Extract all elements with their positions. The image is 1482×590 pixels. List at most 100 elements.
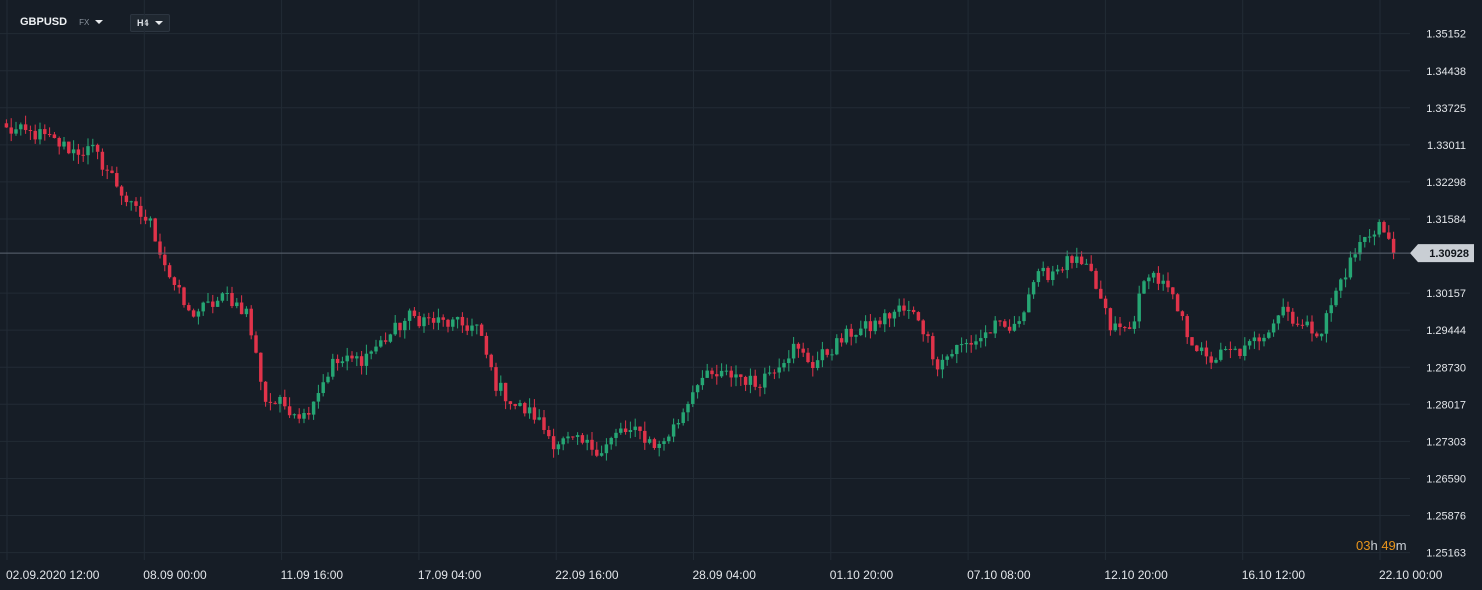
time-tick-label: 08.09 00:00 [143,568,207,582]
candle-body [791,343,796,359]
candle [124,191,129,207]
candle [43,124,47,141]
candle [1271,319,1276,337]
candle [355,352,359,367]
candle [148,216,153,228]
candle [513,403,517,410]
candle [859,320,863,337]
candle-body [892,311,897,319]
candle-body [1300,324,1305,326]
candle [571,436,575,440]
candle-body [619,428,623,433]
candle-body [743,376,748,385]
candle [1387,225,1391,240]
candle-body [1161,280,1165,284]
candle-body [1175,294,1180,312]
candle-body [52,134,57,139]
candle [71,140,76,161]
candle-body [561,438,565,445]
candle-body [1319,333,1324,337]
time-tick-label: 22.09 16:00 [555,568,619,582]
candle-body [143,216,148,221]
candle-body [585,439,589,443]
price-axis[interactable]: 1.35152 1.34438 1.33725 1.33011 1.32298 1.315… [1426,29,1466,560]
candle [825,348,829,358]
candle [215,296,220,308]
candle-body [777,367,781,373]
candle [1295,316,1300,327]
candle [1012,315,1017,332]
candle [1175,293,1180,312]
price-tick-label: 1.33725 [1426,103,1466,115]
candle-body [1007,326,1012,331]
candle [1286,301,1290,321]
symbol-type: FX [79,17,90,27]
candle [235,298,239,309]
candle-body [1185,316,1189,338]
candle-body [657,444,661,448]
countdown-hours-unit: h [1370,538,1378,553]
candle-body [297,414,301,419]
candle-body [595,449,599,456]
symbol-selector[interactable]: GBPUSD FX [14,12,109,32]
candle-body [484,335,489,355]
candle-body [1281,306,1285,316]
candle-body [1372,234,1377,237]
candle [527,398,532,419]
candle-body [1214,359,1218,363]
candle-body [148,218,153,221]
candle-body [667,436,671,442]
time-tick-label: 07.10 08:00 [967,568,1031,582]
candle-body [763,373,767,388]
candle [158,233,162,259]
candle-body [1151,272,1156,278]
candle [1281,298,1285,318]
candle [422,313,426,333]
candle [1358,235,1362,261]
candle [283,389,287,410]
candle [455,316,460,329]
candle [1209,351,1213,370]
candle [331,353,335,380]
candle [307,406,311,420]
candle [292,413,297,419]
candle-body [374,346,378,352]
timeframe-selector[interactable]: H4 [130,14,170,32]
candle-body [902,305,906,311]
candle-body [633,426,637,431]
candle [854,334,858,344]
candle [830,348,834,361]
candle-body [215,300,220,307]
candle-body [302,412,306,419]
candle-body [460,316,465,326]
candle-body [1228,348,1233,350]
candle-body [489,354,493,368]
candle-body [964,342,969,345]
candle-body [887,313,892,319]
candle-body [671,424,676,437]
candle-body [340,361,345,364]
candle-body [926,334,930,337]
candle [1382,220,1386,233]
time-axis[interactable]: 02.09.2020 12:00 08.09 00:00 11.09 16:00 17… [6,568,1443,582]
candle [225,286,229,301]
candle [407,308,412,330]
candle [1339,278,1343,298]
candle [350,351,354,363]
candle [1262,334,1266,347]
candle [1147,274,1151,290]
candle [628,421,633,439]
candle [969,335,973,353]
candle [172,276,177,291]
candle-body [1233,348,1237,350]
candle-body [537,417,541,420]
candle-body [43,129,47,135]
candle [249,305,253,340]
candle [1123,326,1127,332]
candle-body [355,356,359,359]
candle [1103,295,1108,315]
candle [604,438,609,461]
candle [139,196,143,225]
candle [873,317,877,335]
